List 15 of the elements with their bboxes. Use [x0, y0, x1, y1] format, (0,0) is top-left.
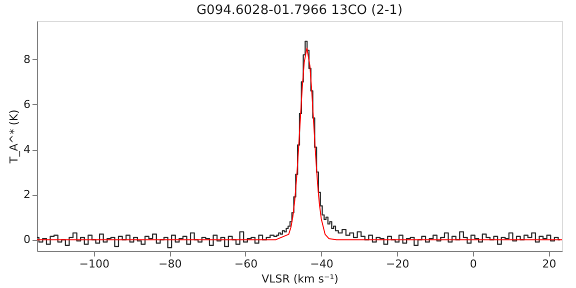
x-tick-label: −80: [158, 258, 182, 270]
x-tick-label: −20: [386, 258, 410, 270]
y-tick-label: 2: [24, 188, 30, 202]
y-tick-label: 8: [24, 52, 30, 66]
y-tick-label: 6: [24, 98, 30, 111]
x-tick-label: 0: [470, 258, 477, 270]
y-axis-title: T_A^* (K): [8, 110, 20, 164]
x-tick-label: 20: [542, 258, 556, 270]
y-tick-label: 4: [24, 143, 30, 156]
chart-title: G094.6028-01.7966 13CO (2-1): [196, 3, 403, 18]
x-tick-label: −100: [79, 258, 110, 270]
x-tick-label: −40: [310, 258, 334, 270]
x-axis-title: VLSR (km s⁻¹): [262, 272, 338, 286]
y-tick-label: 0: [24, 233, 30, 246]
x-tick-label: −60: [234, 258, 258, 270]
